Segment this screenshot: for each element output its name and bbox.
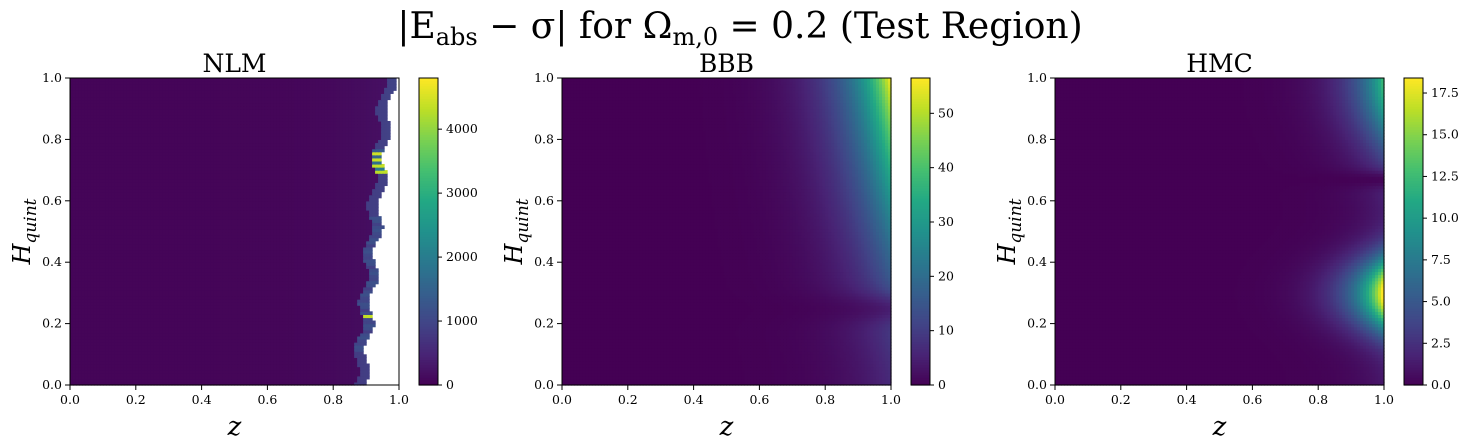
figure-title-main: |E: [397, 6, 435, 47]
figure-title-sub: abs: [436, 23, 478, 51]
heatmap-cells: [70, 78, 397, 386]
figure-title: |Eabs − σ| for Ωm,0 = 0.2 (Test Region): [397, 6, 1082, 51]
figure-title-sub2: m,0: [672, 23, 718, 51]
figure-title-rest: = 0.2 (Test Region): [718, 6, 1083, 47]
figure-title-mid: − σ| for Ω: [478, 6, 673, 47]
